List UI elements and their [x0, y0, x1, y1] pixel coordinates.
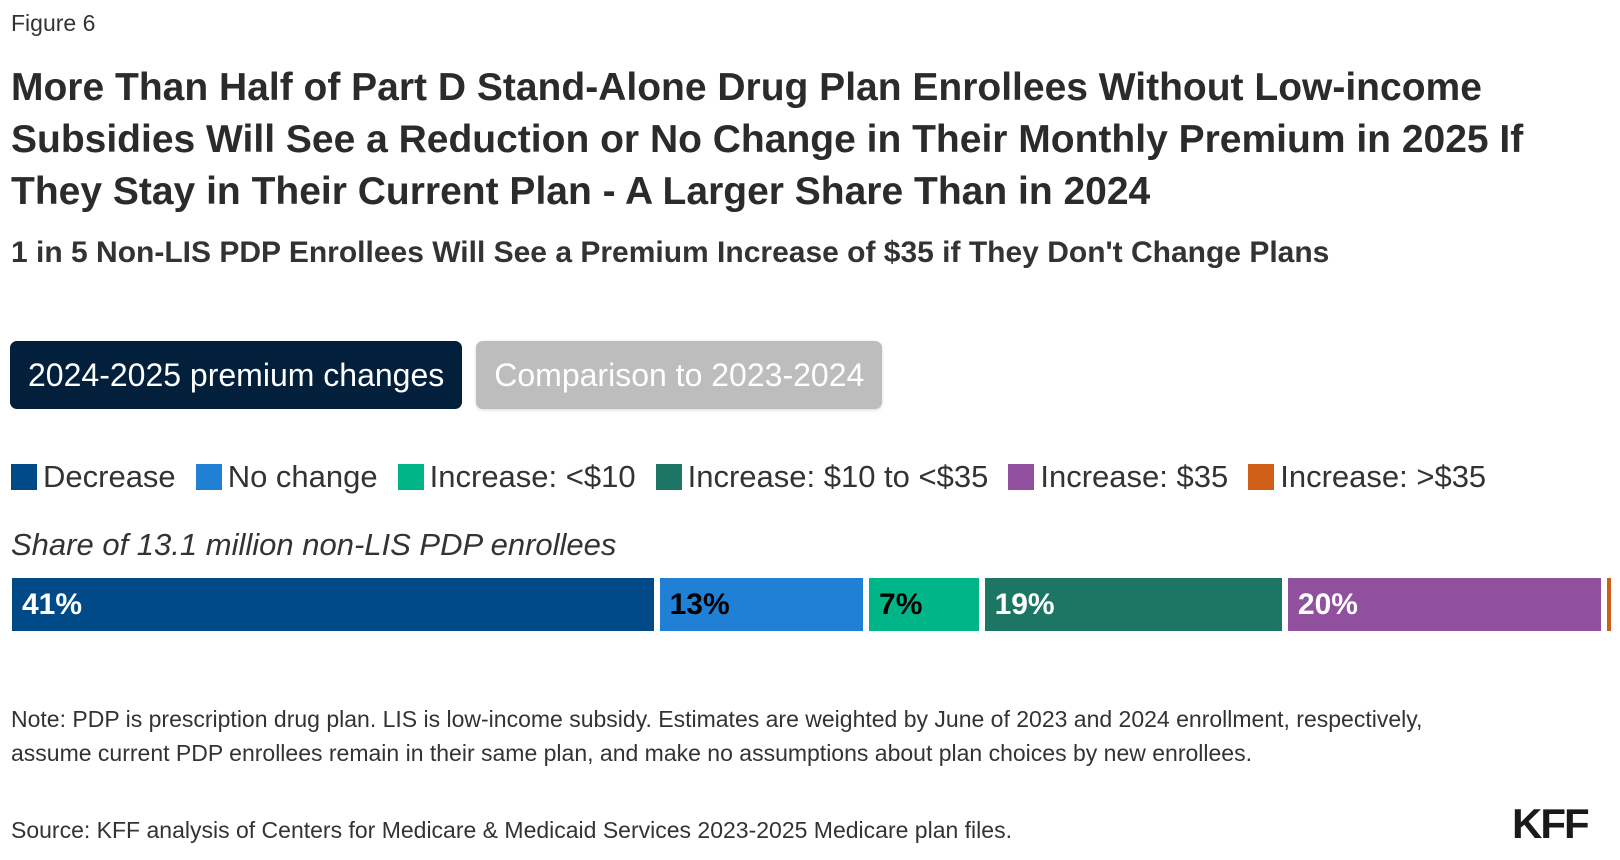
chart-subtitle: 1 in 5 Non-LIS PDP Enrollees Will See a …	[11, 236, 1330, 269]
tab-comparison-2023-2024[interactable]: Comparison to 2023-2024	[476, 341, 883, 409]
legend: Decrease No change Increase: <$10 Increase:…	[11, 459, 1506, 495]
bar-segment[interactable]: 13%	[659, 578, 864, 631]
legend-item[interactable]: No change	[195, 459, 378, 495]
legend-swatch	[195, 464, 222, 490]
bar-segment[interactable]: 20%	[1287, 578, 1601, 631]
legend-swatch	[397, 464, 424, 490]
legend-label: Decrease	[43, 459, 176, 494]
legend-item[interactable]: Increase: <$10	[397, 459, 636, 495]
legend-item[interactable]: Increase: >$35	[1248, 459, 1486, 495]
view-tabs: 2024-2025 premium changes Comparison to …	[10, 341, 883, 409]
legend-label: No change	[227, 459, 378, 494]
legend-swatch	[11, 464, 37, 490]
bar-data-label: 20%	[1297, 587, 1358, 621]
legend-item[interactable]: Increase: $35	[1008, 459, 1228, 495]
legend-item[interactable]: Decrease	[11, 459, 176, 495]
bar-segment[interactable]: 7%	[869, 578, 979, 631]
bar-segment[interactable]	[1606, 578, 1611, 631]
legend-swatch	[1008, 464, 1035, 490]
bar-data-label: 41%	[22, 587, 83, 621]
bar-segment[interactable]: 19%	[984, 578, 1282, 631]
legend-label: Increase: $35	[1040, 459, 1229, 494]
legend-label: Increase: >$35	[1280, 459, 1487, 494]
bar-data-label: 7%	[879, 587, 923, 621]
bar-segment[interactable]: 41%	[12, 578, 654, 631]
bar-data-label: 19%	[994, 587, 1055, 621]
bar-data-label: 13%	[669, 587, 730, 621]
chart-source: Source: KFF analysis of Centers for Medi…	[11, 817, 1012, 843]
legend-label: Increase: $10 to <$35	[687, 459, 989, 494]
legend-swatch	[655, 464, 682, 490]
chart-title: More Than Half of Part D Stand-Alone Dru…	[11, 66, 1524, 213]
bar-category-label: Share of 13.1 million non-LIS PDP enroll…	[11, 527, 617, 562]
figure-label: Figure 6	[11, 10, 96, 36]
tab-2024-2025-premium-changes[interactable]: 2024-2025 premium changes	[10, 341, 463, 409]
kff-logo: KFF	[1512, 800, 1590, 847]
legend-item[interactable]: Increase: $10 to <$35	[655, 459, 989, 495]
legend-swatch	[1248, 464, 1275, 490]
stacked-bar: 41% 13% 7% 19% 20%	[12, 578, 1611, 631]
legend-label: Increase: <$10	[429, 459, 636, 494]
chart-note: Note: PDP is prescription drug plan. LIS…	[11, 706, 1423, 766]
